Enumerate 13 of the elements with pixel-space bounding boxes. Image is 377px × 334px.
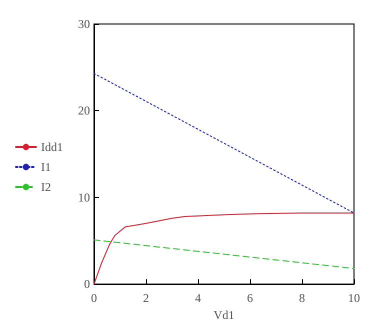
- legend-label: I1: [41, 160, 51, 174]
- x-tick-label: 4: [195, 291, 201, 306]
- y-tick-label: 20: [78, 104, 90, 118]
- y-tick-label: 10: [78, 190, 90, 204]
- x-axis-title: Vd1: [214, 308, 234, 322]
- legend-label: I2: [41, 180, 51, 194]
- x-tick-label: 2: [143, 291, 149, 306]
- y-tick-label: 0: [84, 277, 90, 292]
- x-tick-label: 8: [299, 291, 305, 306]
- y-tick-label: 30: [78, 17, 90, 31]
- x-tick-label: 10: [348, 291, 360, 306]
- x-tick-label: 6: [247, 291, 253, 306]
- legend-label: Idd1: [41, 140, 63, 154]
